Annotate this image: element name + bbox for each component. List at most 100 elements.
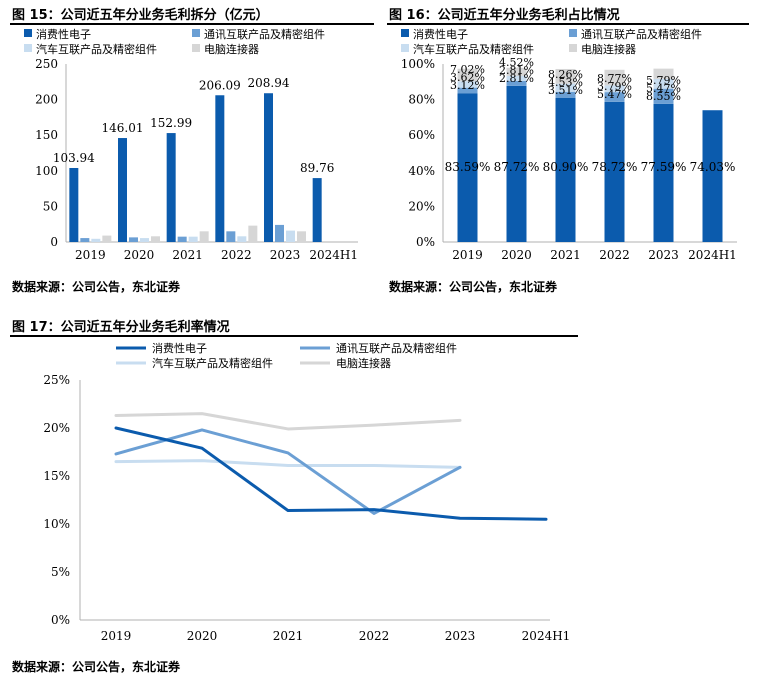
fig17-title-rule bbox=[10, 335, 578, 337]
fig16-bar-series-2-0 bbox=[457, 81, 478, 88]
fig16-legend-swatch-3 bbox=[569, 44, 577, 52]
fig16-bar-series-3-4 bbox=[653, 68, 674, 79]
fig16-data-label-2-2: 4.53% bbox=[548, 76, 583, 89]
fig17-y-tick-2: 10% bbox=[43, 517, 70, 531]
fig16-data-label-1-3: 5.47% bbox=[597, 88, 632, 101]
fig16-x-tick-4: 2023 bbox=[648, 248, 679, 262]
fig15-data-label-4: 208.94 bbox=[248, 76, 290, 90]
fig16-data-label-0-0: 83.59% bbox=[445, 160, 491, 174]
fig15-data-label-3: 206.09 bbox=[199, 78, 241, 92]
fig16-data-label-0-2: 80.90% bbox=[543, 160, 589, 174]
fig16-data-label-3-2: 8.26% bbox=[548, 68, 583, 81]
fig17-x-tick-1: 2020 bbox=[187, 629, 218, 643]
fig16-data-label-2-0: 3.62% bbox=[450, 71, 485, 84]
fig16-data-label-2-4: 5.47% bbox=[646, 82, 681, 95]
fig15-y-tick-4: 200 bbox=[35, 93, 58, 107]
fig16-bar-series-1-0 bbox=[457, 87, 478, 94]
fig15-y-tick-1: 50 bbox=[43, 199, 58, 213]
fig17-legend-label-1: 通讯互联产品及精密组件 bbox=[336, 341, 457, 355]
fig15-bar-series-0-2 bbox=[166, 133, 176, 242]
fig15-bar-series-1-3 bbox=[226, 231, 236, 242]
fig17-line-series-2 bbox=[114, 459, 462, 469]
fig15-bar-series-1-0 bbox=[80, 238, 90, 242]
fig16-data-label-1-2: 3.51% bbox=[548, 84, 583, 97]
fig16-bar-series-1-2 bbox=[555, 91, 576, 98]
fig15-y-tick-3: 150 bbox=[35, 128, 58, 142]
fig16-legend-label-2: 汽车互联产品及精密组件 bbox=[413, 42, 534, 56]
fig15-title: 图 15：公司近五年分业务毛利拆分（亿元） bbox=[12, 8, 269, 23]
fig16-bar-series-0-3 bbox=[604, 101, 625, 242]
fig16-bar-series-3-0 bbox=[457, 68, 478, 82]
fig16-legend-label-0: 消费性电子 bbox=[413, 27, 468, 41]
fig17-x-tick-3: 2022 bbox=[359, 629, 390, 643]
fig16-legend-label-3: 电脑连接器 bbox=[581, 43, 636, 56]
fig15-bar-series-3-0 bbox=[102, 235, 112, 242]
fig16-bar-series-2-2 bbox=[555, 83, 576, 92]
fig15-bar-series-3-3 bbox=[248, 225, 258, 242]
fig16-legend-swatch-2 bbox=[401, 44, 409, 52]
fig17-x-tick-4: 2023 bbox=[445, 629, 476, 643]
fig17-chart: 0% 5% 10% 15% 20% 25% 2019 2020 2021 2022 2023 2024… bbox=[43, 341, 570, 643]
fig15-bar-series-0-1 bbox=[118, 138, 127, 242]
fig15-source: 数据来源：公司公告，东北证券 bbox=[12, 280, 181, 294]
fig15-bar-series-0-3 bbox=[215, 95, 225, 243]
fig15-x-tick-3: 2022 bbox=[221, 248, 252, 262]
fig17-y-tick-4: 20% bbox=[43, 421, 70, 435]
fig16-data-label-3-0: 7.02% bbox=[450, 63, 485, 76]
fig15-bar-series-1-2 bbox=[177, 236, 187, 242]
fig15-legend-label-1: 通讯互联产品及精密组件 bbox=[204, 27, 325, 41]
fig17-line-series-1 bbox=[114, 428, 462, 515]
fig15-legend-label-3: 电脑连接器 bbox=[204, 43, 259, 56]
fig17-x-tick-0: 2019 bbox=[101, 629, 132, 643]
fig16-bar-series-2-3 bbox=[604, 85, 625, 93]
fig16-legend-label-1: 通讯互联产品及精密组件 bbox=[581, 27, 702, 41]
fig15-x-tick-5: 2024H1 bbox=[309, 248, 358, 262]
fig16-bar-series-0-1 bbox=[506, 85, 527, 242]
fig16-bar-series-1-3 bbox=[604, 92, 625, 102]
fig16-bar-series-3-2 bbox=[555, 68, 576, 84]
fig15-bar-series-0-5 bbox=[312, 178, 322, 242]
fig17-legend-label-0: 消费性电子 bbox=[152, 341, 207, 355]
fig16-data-label-0-1: 87.72% bbox=[494, 160, 540, 174]
fig16-source: 数据来源：公司公告，东北证券 bbox=[389, 280, 558, 294]
fig16-bar-series-0-2 bbox=[555, 97, 576, 242]
fig16-data-label-3-4: 5.79% bbox=[646, 74, 681, 87]
fig17-line-series-3 bbox=[114, 412, 462, 431]
fig16-y-tick-4: 80% bbox=[408, 93, 435, 107]
fig17-y-tick-5: 25% bbox=[43, 373, 70, 387]
fig16-title: 图 16：公司近五年分业务毛利占比情况 bbox=[389, 8, 620, 23]
fig15-x-tick-4: 2023 bbox=[270, 248, 301, 262]
fig15-y-tick-0: 0 bbox=[50, 235, 58, 249]
fig16-bar-series-3-3 bbox=[604, 69, 625, 86]
fig15-bar-series-2-4 bbox=[286, 230, 295, 242]
fig16-bar-series-2-1 bbox=[506, 75, 527, 81]
fig16-data-label-3-3: 8.77% bbox=[597, 72, 632, 85]
fig15-data-label-1: 146.01 bbox=[102, 121, 144, 135]
fig16-data-label-1-1: 2.81% bbox=[499, 72, 534, 85]
fig17-legend-label-3: 电脑连接器 bbox=[336, 357, 391, 370]
fig16-data-label-0-3: 78.72% bbox=[592, 160, 638, 174]
fig16-data-label-0-4: 77.59% bbox=[641, 160, 687, 174]
fig17-y-tick-0: 0% bbox=[51, 613, 70, 627]
fig15-y-tick-2: 100 bbox=[35, 164, 58, 178]
fig15-legend-swatch-0 bbox=[24, 29, 32, 37]
fig15-data-label-2: 152.99 bbox=[150, 116, 192, 130]
fig16-data-label-0-5: 74.03% bbox=[690, 160, 736, 174]
fig15-legend-swatch-3 bbox=[192, 44, 200, 52]
fig17-x-tick-2: 2021 bbox=[273, 629, 304, 643]
fig16-x-tick-1: 2020 bbox=[501, 248, 532, 262]
fig15-x-tick-1: 2020 bbox=[124, 248, 155, 262]
fig17-y-tick-1: 5% bbox=[51, 565, 70, 579]
fig15-bar-series-3-2 bbox=[199, 231, 209, 242]
fig15-bar-series-1-4 bbox=[275, 224, 284, 242]
fig15-data-label-0: 103.94 bbox=[53, 151, 95, 165]
fig16-legend-swatch-1 bbox=[569, 29, 577, 37]
fig17-legend-label-2: 汽车互联产品及精密组件 bbox=[152, 356, 273, 370]
fig15-legend-label-2: 汽车互联产品及精密组件 bbox=[36, 42, 157, 56]
fig15-bar-series-0-0 bbox=[69, 167, 79, 242]
fig15-chart: 0 50 100 150 200 250 2019 2020 2021 2022 2023 2024H… bbox=[24, 27, 358, 262]
fig16-y-tick-2: 40% bbox=[408, 164, 435, 178]
fig16-bar-series-1-1 bbox=[506, 80, 527, 86]
fig15-bar-series-2-2 bbox=[188, 236, 198, 242]
fig15-title-rule bbox=[10, 23, 374, 25]
